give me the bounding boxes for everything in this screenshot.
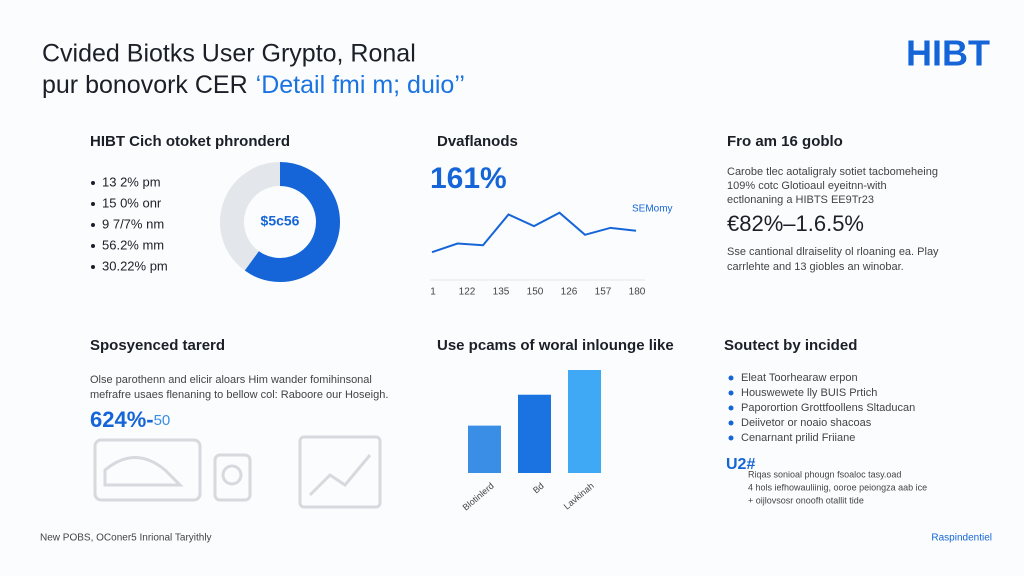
- icon: [93, 438, 202, 502]
- x-tick-label: 122: [459, 287, 476, 298]
- list-item: 56.2% mm: [102, 237, 164, 252]
- x-tick-label: 1: [430, 287, 436, 298]
- bullet: [91, 244, 95, 248]
- x-tick-label: 150: [527, 287, 544, 298]
- icons: [93, 435, 382, 509]
- bar: [518, 394, 551, 473]
- big-value: U2#: [726, 456, 755, 473]
- text-line: mefrafre usaes flenaning to bellow col: …: [90, 389, 388, 401]
- list-item: Paporortion Grottfoollens Sltaducan: [741, 402, 915, 414]
- big-value: 161%: [430, 162, 507, 195]
- bullet: [728, 375, 734, 381]
- series-label: SEMomy: [632, 204, 673, 215]
- donut-segment: [244, 162, 340, 282]
- bar-label: Blotinlerd: [461, 481, 496, 513]
- bullet: [728, 405, 734, 411]
- list-item: 15 0% onr: [102, 195, 162, 210]
- title-highlight: ‘Detail fmi m; duio’’: [256, 71, 465, 99]
- x-tick-label: 126: [561, 287, 578, 298]
- text-line: carrlehte and 13 giobles an winobar.: [727, 261, 904, 273]
- value: 624%-: [90, 407, 154, 432]
- icon: [213, 453, 252, 502]
- list-item: Cenarnant prilid Friiane: [741, 432, 855, 444]
- bullet: [728, 420, 734, 426]
- x-tick-label: 135: [493, 287, 510, 298]
- bar-label: Lavkinah: [562, 481, 596, 512]
- bar: [568, 370, 601, 473]
- text-line: Riqas sonioal phougn fsoaloc tasy.oad: [748, 469, 901, 479]
- list-item: Eleat Toorhearaw erpon: [741, 372, 858, 384]
- list-item: Houswewete lly BUIS Prtich: [741, 387, 877, 399]
- heading: HIBT Cich otoket phronderd: [90, 133, 290, 150]
- footer-right: Raspindentiel: [931, 533, 992, 544]
- list-item: 9 7/7% nm: [102, 216, 164, 231]
- footer-left: New POBS, OConer5 Inrional Taryithly: [40, 533, 212, 544]
- title: Cvided Biotks User Grypto, Ronal: [42, 40, 416, 68]
- bullet: [91, 202, 95, 206]
- icon: [298, 435, 382, 509]
- line: [431, 211, 637, 254]
- icon: [221, 464, 243, 486]
- title-part: pur bonovork CER: [42, 71, 248, 99]
- bullet: [91, 223, 95, 227]
- list-item: 30.22% pm: [102, 258, 168, 273]
- text-line: Carobe tlec aotaligraly sotiet tacbomehe…: [727, 166, 938, 178]
- heading: Fro am 16 goblo: [727, 133, 843, 150]
- heading: Dvaflanods: [437, 133, 518, 150]
- text-line: + oijlovsosr onoofh otallit tide: [748, 495, 864, 505]
- donut-label: $5c56: [261, 213, 300, 229]
- title: pur bonovork CER ‘Detail fmi m; duio’’: [42, 71, 465, 99]
- icon: [308, 454, 372, 497]
- text-line: Sse cantional dlraiselity ol rloaning ea…: [727, 246, 939, 258]
- bullet: [728, 435, 734, 441]
- heading: Sposyenced tarerd: [90, 337, 225, 354]
- bullet: [91, 265, 95, 269]
- list-item: Deiivetor or noaio shacoas: [741, 417, 872, 429]
- logo: HIBT: [906, 33, 990, 74]
- big-value: €82%–1.6.5%: [727, 211, 864, 236]
- text-line: Olse parothenn and elicir aloars Him wan…: [90, 374, 372, 386]
- donut-segment: [220, 162, 281, 271]
- bar: [468, 425, 501, 473]
- bullet: [728, 390, 734, 396]
- heading: Soutect by incided: [724, 337, 857, 354]
- bullet: [91, 181, 95, 185]
- bar-label: Bd: [531, 481, 546, 496]
- value-small: 50: [154, 412, 171, 429]
- text-line: 109% cotc Glotioaul eyeitnn-with: [727, 180, 887, 192]
- icon: [103, 456, 184, 487]
- x-tick-label: 180: [629, 287, 646, 298]
- x-tick-label: 157: [595, 287, 612, 298]
- text-line: 4 hols iefhowauliinig, ooroe peiongza aa…: [748, 482, 927, 492]
- heading: Use pcams of woral inlounge like: [437, 337, 674, 354]
- big-value: 624%-50: [90, 407, 170, 432]
- text-line: ectlonaning a HIBTS EE9Tr23: [727, 194, 874, 206]
- list-item: 13 2% pm: [102, 174, 161, 189]
